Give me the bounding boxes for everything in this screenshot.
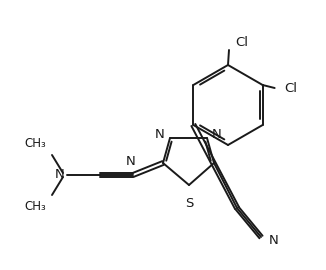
Text: Cl: Cl xyxy=(284,82,297,94)
Text: CH₃: CH₃ xyxy=(24,137,46,150)
Text: N: N xyxy=(126,155,136,168)
Text: N: N xyxy=(269,235,279,248)
Text: S: S xyxy=(185,197,193,210)
Text: CH₃: CH₃ xyxy=(24,200,46,213)
Text: Cl: Cl xyxy=(235,36,248,49)
Text: N: N xyxy=(212,127,222,140)
Text: N: N xyxy=(155,127,165,140)
Text: N: N xyxy=(55,168,65,181)
